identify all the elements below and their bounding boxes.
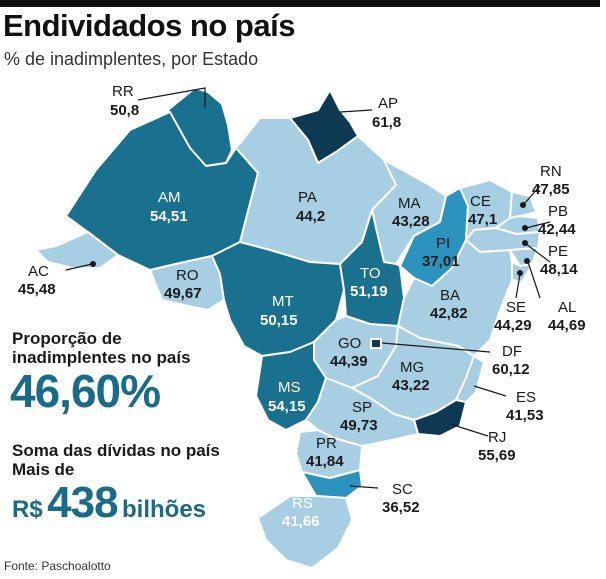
label-ce-value: 47,1 — [468, 211, 497, 228]
label-ro-value: 49,67 — [164, 285, 202, 302]
label-pe-code: PE — [548, 243, 568, 260]
label-mg-code: MG — [400, 359, 424, 376]
page-subtitle: % de inadimplentes, por Estado — [4, 49, 259, 69]
debt-label-line1: Soma das dívidas no país — [12, 441, 220, 460]
state-ma — [371, 159, 447, 265]
leader-rj — [449, 423, 489, 437]
debt-currency: R$ — [12, 496, 43, 523]
dot-rn — [520, 202, 526, 208]
label-sc-code: SC — [392, 481, 413, 498]
page-title: Endividados no país — [3, 8, 295, 43]
label-ms-value: 54,15 — [268, 398, 306, 415]
label-es-value: 41,53 — [506, 407, 544, 424]
dot-ac — [90, 261, 96, 267]
label-df-value: 60,12 — [492, 361, 530, 378]
label-se-code: SE — [506, 299, 526, 316]
label-rj-value: 55,69 — [478, 447, 516, 464]
state-df — [370, 338, 382, 349]
leader-ap — [339, 109, 373, 113]
leader-pb — [525, 221, 551, 229]
label-pa-value: 44,2 — [296, 208, 325, 225]
header-rule — [0, 0, 600, 7]
label-rj-code: RJ — [488, 429, 506, 446]
leader-es — [473, 385, 507, 397]
leader-rn — [523, 185, 541, 205]
label-es-code: ES — [516, 389, 536, 406]
leader-rr — [137, 87, 206, 108]
label-mt-value: 50,15 — [260, 312, 298, 329]
label-ce-code: CE — [470, 193, 491, 210]
debt-unit: bilhões — [122, 496, 207, 523]
dot-al — [524, 258, 530, 264]
label-rs-code: RS — [292, 495, 313, 512]
dot-se — [517, 270, 523, 276]
label-pi-value: 37,01 — [422, 253, 460, 270]
debt-number: 438 — [47, 478, 118, 527]
proportion-label-line1: Proporção de — [12, 329, 122, 348]
label-rn-code: RN — [540, 163, 562, 180]
leader-se — [515, 273, 521, 299]
label-ac-code: AC — [28, 263, 49, 280]
label-ba-code: BA — [440, 287, 460, 304]
label-to-value: 51,19 — [350, 283, 388, 300]
label-ro-code: RO — [176, 267, 199, 284]
label-rr-code: RR — [112, 83, 134, 100]
dot-pb — [522, 225, 528, 231]
label-ma-code: MA — [398, 195, 421, 212]
leader-ac — [65, 263, 93, 271]
leader-sc — [349, 485, 379, 489]
label-ma-value: 43,28 — [392, 213, 430, 230]
label-rn-value: 47,85 — [532, 181, 570, 198]
debt-label-line2: Mais de — [12, 460, 75, 479]
label-go-code: GO — [338, 335, 361, 352]
state-to — [339, 209, 405, 327]
proportion-value: 46,60% — [10, 365, 161, 417]
label-am-code: AM — [158, 189, 181, 206]
label-sp-code: SP — [352, 399, 372, 416]
label-sc-value: 36,52 — [382, 499, 420, 516]
label-mg-value: 43,22 — [392, 377, 430, 394]
label-pb-value: 42,44 — [538, 221, 576, 238]
leader-pe — [525, 243, 551, 263]
label-al-code: AL — [558, 299, 576, 316]
label-sp-value: 49,73 — [340, 417, 378, 434]
label-al-value: 44,69 — [548, 317, 586, 334]
label-ba-value: 42,82 — [430, 305, 468, 322]
label-ms-code: MS — [278, 379, 301, 396]
leader-al — [527, 261, 541, 299]
debt-amount: R$ 438 bilhões — [12, 478, 206, 528]
label-pb-code: PB — [548, 203, 568, 220]
label-ap-value: 61,8 — [372, 114, 401, 131]
label-rs-value: 41,66 — [282, 513, 320, 530]
source-note: Fonte: Paschoalotto — [4, 559, 111, 573]
label-se-value: 44,29 — [494, 317, 532, 334]
label-to-code: TO — [360, 265, 381, 282]
label-pe-value: 48,14 — [540, 261, 578, 278]
dot-pe — [522, 240, 528, 246]
label-am-value: 54,51 — [150, 208, 188, 225]
state-ac — [35, 231, 119, 269]
label-pr-code: PR — [316, 435, 337, 452]
label-pa-code: PA — [298, 189, 317, 206]
label-df-code: DF — [502, 343, 522, 360]
leader-df — [381, 342, 491, 353]
label-ac-value: 45,48 — [18, 281, 56, 298]
label-pr-value: 41,84 — [306, 453, 344, 470]
state-rs — [257, 495, 353, 569]
label-mt-code: MT — [272, 293, 294, 310]
label-pi-code: PI — [436, 235, 450, 252]
label-ap-code: AP — [378, 95, 398, 112]
label-go-value: 44,39 — [330, 353, 368, 370]
label-rr-value: 50,8 — [110, 102, 139, 119]
proportion-label-line2: inadimplentes no país — [12, 348, 191, 367]
state-rj — [413, 399, 467, 437]
state-sp — [305, 377, 419, 447]
